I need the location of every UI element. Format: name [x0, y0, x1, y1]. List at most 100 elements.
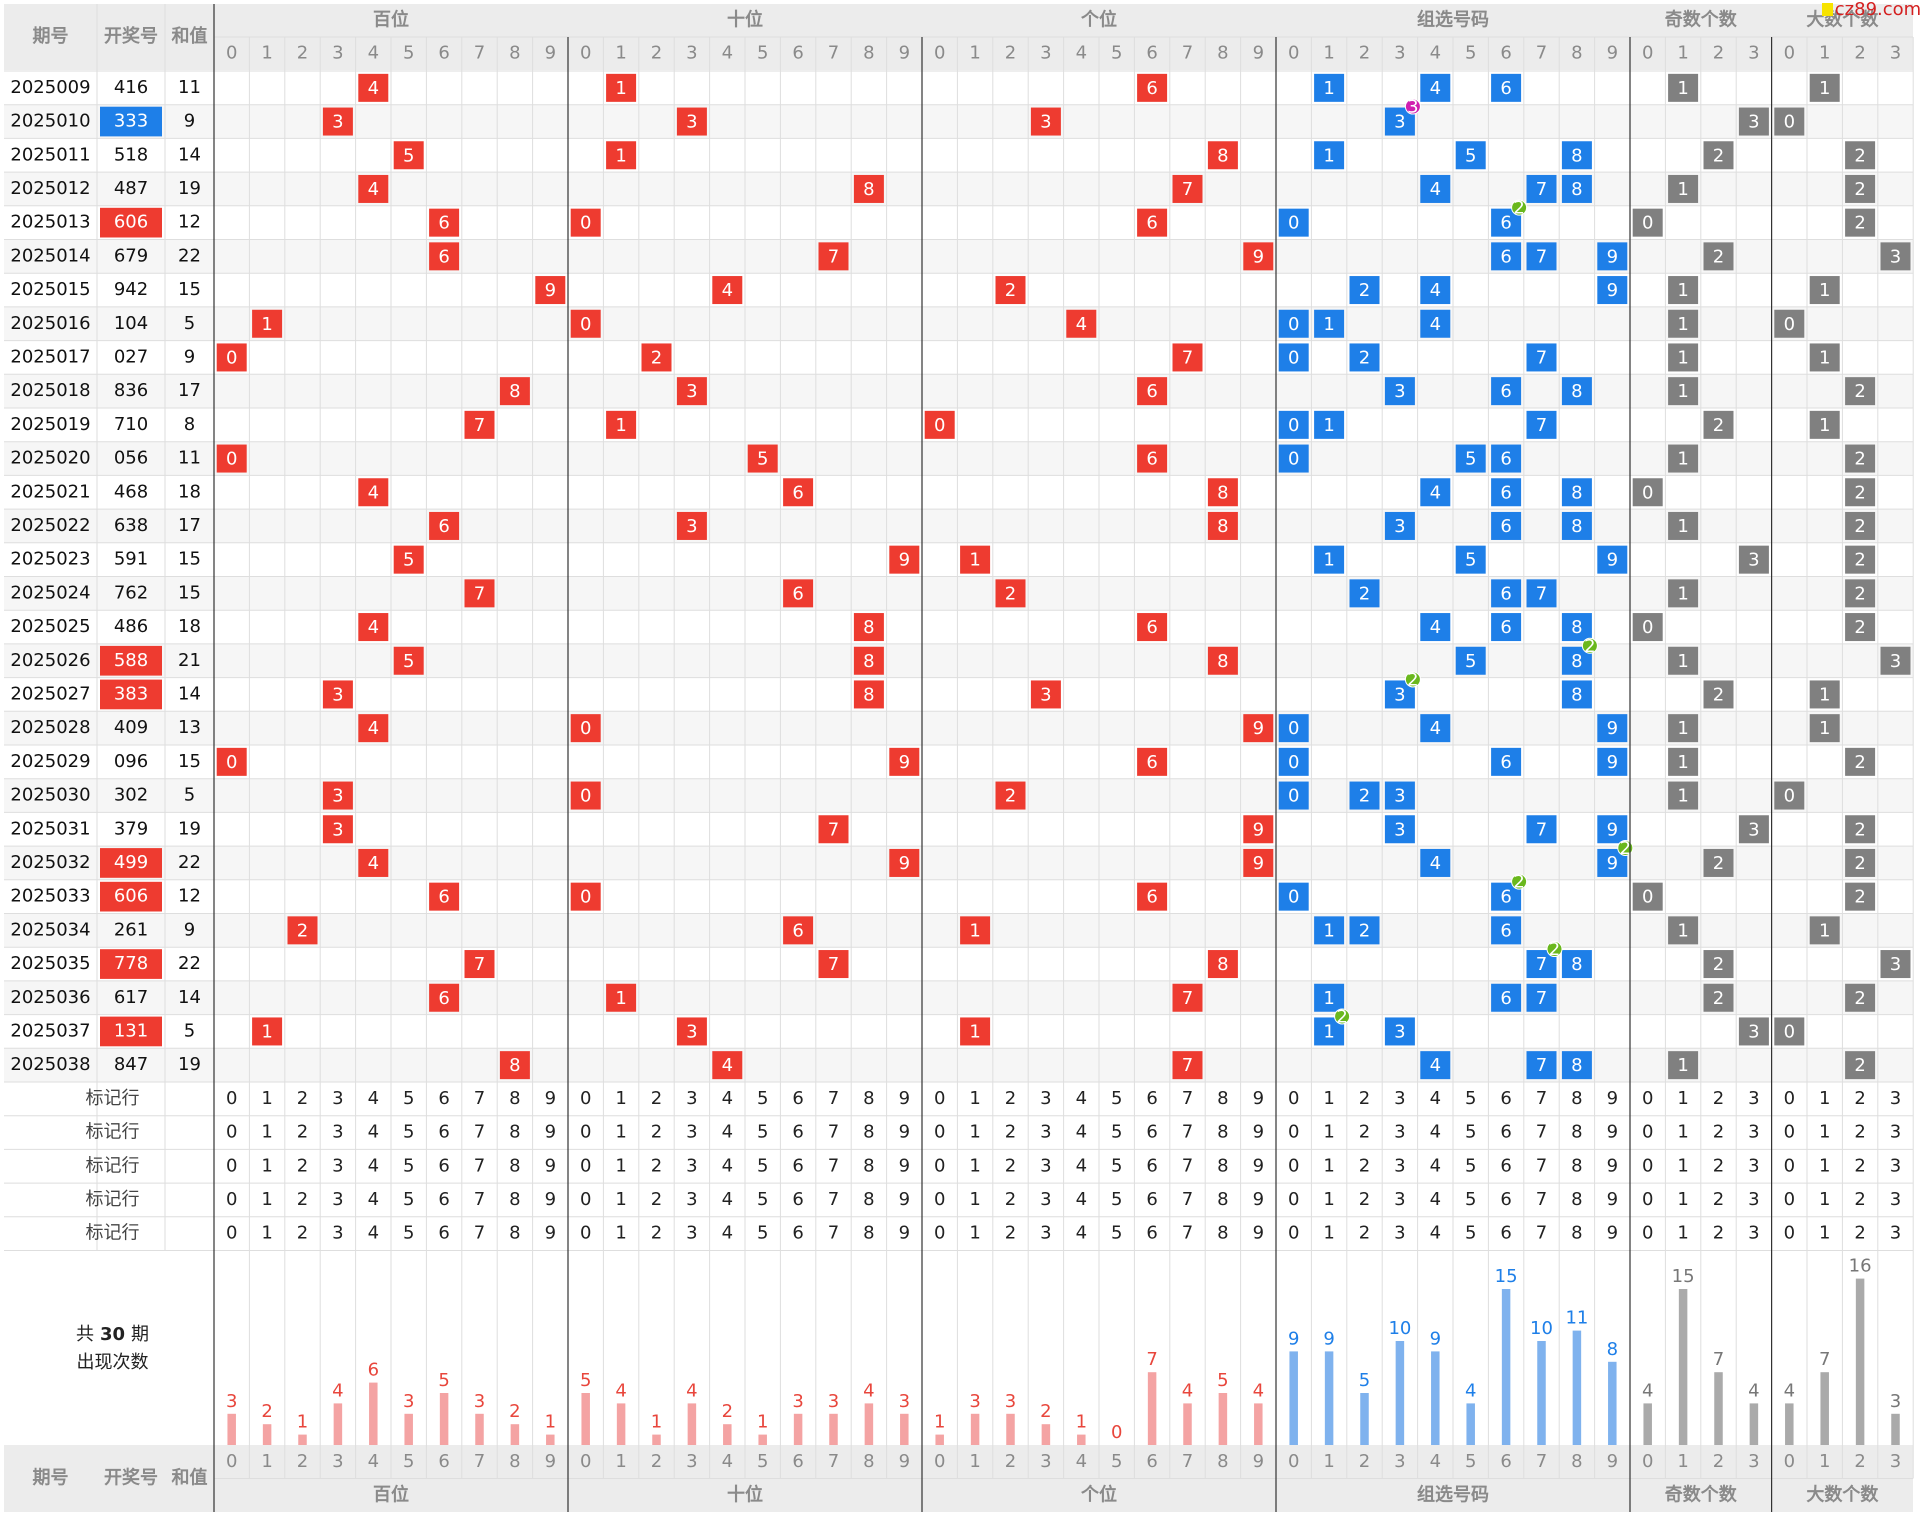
count-label: 1 [297, 1412, 308, 1433]
digit-header: 5 [403, 43, 414, 64]
watermark: cz89.com [1835, 0, 1920, 20]
number-cell [1597, 815, 1628, 844]
draw-number: 261 [114, 919, 148, 940]
mark-digit: 5 [1465, 1122, 1476, 1143]
mark-digit: 4 [368, 1189, 379, 1210]
mark-digit: 0 [934, 1122, 945, 1143]
digit-header: 0 [934, 43, 945, 64]
cell-digit: 0 [1642, 887, 1653, 908]
cell-digit: 1 [1677, 280, 1688, 301]
mark-digit: 2 [1359, 1189, 1370, 1210]
row-bg [4, 475, 1913, 510]
sum: 18 [178, 481, 201, 502]
number-cell [1207, 511, 1238, 540]
cell-digit: 4 [368, 179, 379, 200]
mark-row-label: 标记行 [86, 1155, 140, 1176]
mark-digit: 2 [1713, 1088, 1724, 1109]
mark-digit: 3 [1890, 1155, 1901, 1176]
digit-header: 2 [1713, 43, 1724, 64]
number-cell [429, 208, 460, 237]
cell-digit: 1 [1323, 78, 1334, 99]
cell-digit: 0 [226, 752, 237, 773]
digit-header: 6 [1500, 43, 1511, 64]
mark-digit: 6 [438, 1189, 449, 1210]
digit-header: 0 [226, 43, 237, 64]
cell-digit: 8 [863, 617, 874, 638]
issue: 2025019 [10, 414, 90, 435]
cell-digit: 7 [1536, 819, 1547, 840]
mark-digit: 4 [1430, 1223, 1441, 1244]
row-bg [4, 778, 1913, 813]
number-cell [1278, 410, 1309, 439]
number-cell [358, 73, 389, 102]
mark-digit: 2 [651, 1155, 662, 1176]
cell-digit: 3 [1748, 112, 1759, 133]
number-cell [1845, 1051, 1876, 1080]
count-label: 10 [1388, 1318, 1411, 1339]
mark-digit: 3 [1748, 1122, 1759, 1143]
number-cell [1845, 613, 1876, 642]
sum: 15 [178, 549, 201, 570]
cell-digit: 2 [1854, 819, 1865, 840]
count-bar [1643, 1403, 1652, 1445]
mark-digit: 4 [722, 1088, 733, 1109]
number-cell [1172, 343, 1203, 372]
cell-digit: 2 [1713, 954, 1724, 975]
number-highlight [100, 1016, 162, 1047]
count-bar [970, 1413, 980, 1445]
count-label: 4 [615, 1380, 626, 1401]
digit-footer: 7 [1536, 1451, 1547, 1472]
count-bar [1006, 1413, 1015, 1445]
digit-header: 3 [1394, 43, 1405, 64]
number-cell [818, 242, 849, 271]
cell-digit: 3 [1394, 684, 1405, 705]
mark-digit: 1 [615, 1223, 626, 1244]
number-cell [1880, 950, 1911, 979]
mark-digit: 1 [1819, 1189, 1830, 1210]
issue: 2025033 [10, 886, 90, 907]
cell-digit: 2 [1713, 988, 1724, 1009]
number-cell [676, 511, 707, 540]
mark-digit: 5 [1465, 1088, 1476, 1109]
number-cell [1703, 410, 1734, 439]
number-cell [1526, 410, 1557, 439]
digit-footer: 7 [828, 1451, 839, 1472]
digit-footer: 9 [899, 1451, 910, 1472]
number-cell [889, 848, 920, 877]
digit-header: 1 [615, 43, 626, 64]
mark-digit: 2 [297, 1155, 308, 1176]
mark-digit: 2 [1005, 1088, 1016, 1109]
number-cell [499, 377, 530, 406]
mark-digit: 8 [509, 1122, 520, 1143]
number-cell [1845, 478, 1876, 507]
mark-row-label: 标记行 [86, 1122, 140, 1143]
digit-header: 7 [474, 43, 485, 64]
number-cell [1314, 983, 1345, 1012]
issue: 2025027 [10, 683, 90, 704]
cell-digit: 3 [686, 112, 697, 133]
mark-digit: 9 [899, 1223, 910, 1244]
section-footer: 奇数个数 [1665, 1483, 1738, 1505]
count-label: 4 [332, 1380, 343, 1401]
mark-digit: 7 [1182, 1223, 1193, 1244]
mark-digit: 1 [1323, 1122, 1334, 1143]
cell-digit: 1 [1819, 280, 1830, 301]
digit-header: 8 [1217, 43, 1228, 64]
sum: 9 [184, 919, 195, 940]
cell-digit: 6 [1500, 516, 1511, 537]
mark-digit: 4 [1430, 1189, 1441, 1210]
sum: 12 [178, 212, 201, 233]
mark-digit: 2 [1854, 1088, 1865, 1109]
mark-digit: 1 [261, 1155, 272, 1176]
section-footer: 个位 [1080, 1483, 1117, 1505]
row-bg [4, 138, 1913, 173]
sum: 19 [178, 818, 201, 839]
cell-digit: 9 [1607, 853, 1618, 874]
digit-footer: 0 [580, 1451, 591, 1472]
mark-digit: 1 [1819, 1122, 1830, 1143]
number-cell [1137, 444, 1168, 473]
count-bar [1183, 1403, 1192, 1445]
number-cell [1526, 983, 1557, 1012]
mark-digit: 8 [1571, 1223, 1582, 1244]
number-cell [1738, 545, 1769, 574]
